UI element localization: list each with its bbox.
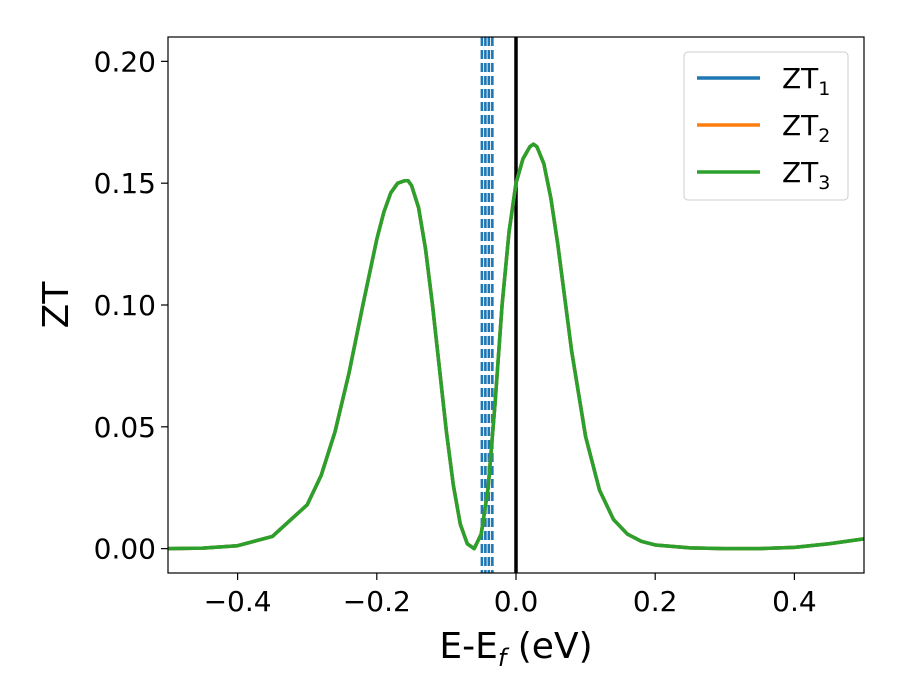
y-tick-label: 0.00	[94, 533, 156, 566]
y-tick-label: 0.15	[94, 167, 156, 200]
legend-label-1: ZT1	[782, 62, 830, 100]
legend: ZT1 ZT2 ZT3	[683, 51, 849, 201]
y-tick-label: 0.05	[94, 411, 156, 444]
x-tick-label: 0.0	[494, 585, 539, 618]
legend-frame	[683, 51, 849, 201]
x-tick-label: 0.2	[633, 585, 678, 618]
data-series	[168, 142, 864, 551]
legend-label-2: ZT2	[782, 109, 830, 147]
y-axis-ticks: 0.00 0.05 0.10 0.15 0.20	[94, 45, 168, 566]
x-tick-label: −0.4	[204, 585, 272, 618]
y-tick-label: 0.20	[94, 45, 156, 78]
x-tick-label: −0.2	[343, 585, 411, 618]
y-tick-label: 0.10	[94, 289, 156, 322]
legend-label-3: ZT3	[782, 156, 830, 194]
x-axis-label: E-Ef (eV)	[439, 626, 592, 672]
x-axis-ticks: −0.4 −0.2 0.0 0.2 0.4	[204, 573, 817, 618]
x-tick-label: 0.4	[772, 585, 817, 618]
series-line-3	[168, 142, 864, 551]
x-axis-label-unit: (eV)	[506, 626, 592, 667]
y-axis-label: ZT	[36, 281, 77, 329]
